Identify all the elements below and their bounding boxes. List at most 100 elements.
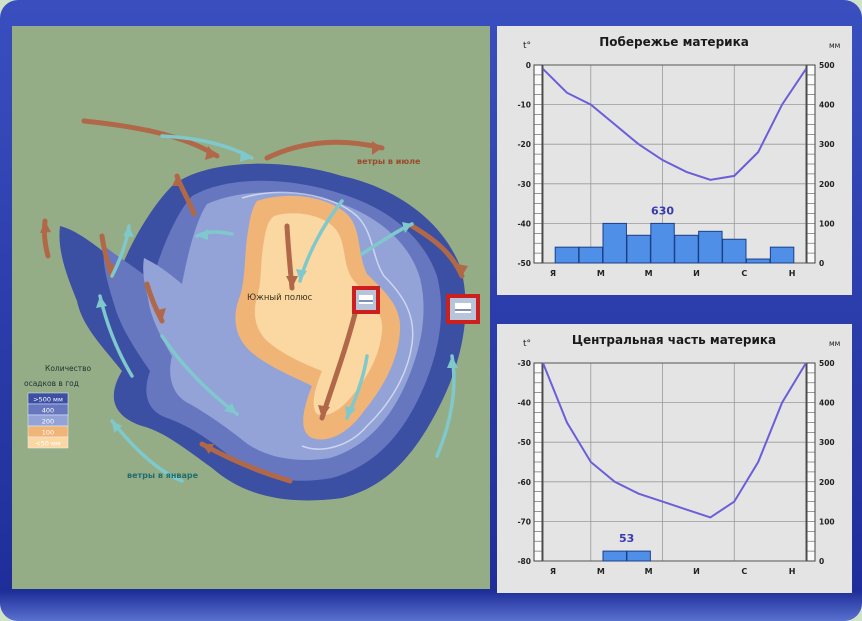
january-wind-heads: [96, 150, 458, 433]
y-left-label: t°: [523, 41, 531, 51]
y-left-tick-label: -70: [517, 517, 531, 526]
y-right-tick-label: 0: [819, 259, 824, 268]
temperature-line: [542, 68, 807, 181]
chart-title: Побережье материка: [599, 35, 749, 49]
arrowhead: [447, 356, 458, 368]
south-pole-label: Южный полюс: [247, 293, 313, 303]
y-left-tick-label: -80: [517, 557, 531, 566]
arrowhead: [296, 269, 307, 281]
month-label: М: [645, 269, 653, 278]
precipitation-total-label: 53: [619, 532, 634, 545]
july-wind-arrow: [81, 118, 220, 159]
antarctica-map-panel: Южный полюс ветры в июле ветры в январе …: [12, 26, 490, 589]
month-label: Н: [789, 567, 796, 576]
legend-label: >500 мм: [33, 396, 63, 404]
january-wind-arrow: [160, 334, 239, 416]
y-left-label: t°: [523, 339, 531, 349]
chart-interior-svg: Центральная часть материка t° мм -30 -40 -50 -…: [497, 324, 852, 593]
month-label: Я: [550, 567, 556, 576]
y-right-tick-label: 0: [819, 557, 824, 566]
arrowhead: [286, 276, 298, 288]
precipitation-bar: [554, 246, 580, 264]
y-left-tick-label: -20: [517, 140, 531, 149]
plateau-outline: [241, 191, 414, 450]
precipitation-bar: [578, 246, 604, 264]
july-wind-arrow: [319, 303, 360, 421]
winds-january-label: ветры в январе: [127, 471, 199, 480]
arrowhead: [318, 405, 330, 418]
y-left-tick-label: -40: [517, 399, 531, 408]
y-left-tick-label: -30: [517, 359, 531, 368]
arrowhead: [345, 406, 356, 418]
arrowhead: [224, 403, 237, 414]
arrowhead: [40, 221, 51, 233]
y-left-tick-label: -40: [517, 219, 531, 228]
y-right-tick-label: 400: [819, 399, 835, 408]
y-right-tick-label: 200: [819, 478, 835, 487]
arrowhead: [106, 264, 116, 276]
y-right-tick-label: 400: [819, 101, 835, 110]
month-label: М: [597, 269, 605, 278]
arrowhead: [123, 226, 134, 237]
y-left-tick-label: -50: [517, 259, 531, 268]
frame-glow: [0, 591, 862, 621]
precipitation-bar: [602, 222, 627, 264]
y-right-label: мм: [829, 41, 840, 50]
month-label: С: [741, 567, 747, 576]
precipitation-bar: [722, 238, 747, 264]
arrowhead: [202, 444, 214, 454]
chart-coast-svg: Побережье материка t° мм 0 -10 -20 -30 -40 -50 50…: [497, 26, 852, 295]
month-label: М: [645, 567, 653, 576]
station-marker-coast[interactable]: [446, 294, 480, 324]
legend-label: 200: [42, 418, 54, 426]
y-right-tick-label: 100: [819, 219, 835, 228]
july-wind-arrow: [264, 139, 385, 161]
month-label: И: [693, 269, 700, 278]
legend-title-line2: осадков в год: [24, 379, 79, 388]
arrowhead: [457, 264, 468, 276]
july-wind-arrow: [409, 223, 465, 279]
legend-title-line1: Количество: [45, 364, 92, 373]
y-right-label: мм: [829, 339, 840, 348]
chart-background: [497, 324, 852, 593]
month-label: Я: [550, 269, 556, 278]
y-left-tick-label: -60: [517, 478, 531, 487]
precipitation-bar: [698, 230, 723, 264]
precipitation-bar: [626, 550, 651, 562]
y-left-tick-label: -50: [517, 438, 531, 447]
y-right-tick-label: 100: [819, 517, 835, 526]
legend-items: >500 мм 400 200 100 <50 мм: [27, 392, 69, 449]
chart-title: Центральная часть материка: [572, 333, 776, 347]
y-left-tick-label: -10: [517, 101, 531, 110]
arrowhead: [372, 141, 382, 155]
y-right-tick-label: 300: [819, 140, 835, 149]
chart-coast: Побережье материка t° мм 0 -10 -20 -30 -40 -50 50…: [497, 26, 852, 295]
precipitation-bar: [769, 246, 795, 264]
arrowhead: [402, 222, 412, 233]
antarctica-map: Южный полюс ветры в июле ветры в январе …: [24, 118, 480, 501]
month-label: С: [741, 269, 747, 278]
legend-swatch: [27, 436, 69, 449]
arrowhead: [112, 421, 122, 433]
precipitation-legend: Количество осадков в год >500 мм 400 200 10…: [24, 364, 92, 449]
zone-under-50: [254, 213, 383, 416]
y-right-tick-label: 200: [819, 180, 835, 189]
precipitation-bar: [674, 234, 699, 264]
chart-interior: Центральная часть материка t° мм -30 -40 -50 -…: [497, 324, 852, 593]
y-right-tick-label: 500: [819, 359, 835, 368]
precipitation-bar: [745, 258, 771, 264]
station-marker-inland[interactable]: [352, 286, 380, 314]
plot-area: [542, 362, 807, 562]
y-right-tick-label: 500: [819, 61, 835, 70]
precipitation-bar: [602, 550, 627, 562]
arrowhead: [205, 146, 217, 160]
month-label: М: [597, 567, 605, 576]
month-label: Н: [789, 269, 796, 278]
arrowhead: [96, 296, 107, 308]
precipitation-bar: [626, 234, 651, 264]
arrowhead: [154, 308, 166, 321]
y-left-tick-label: -30: [517, 180, 531, 189]
precipitation-bar: [650, 222, 675, 264]
legend-label: 100: [42, 429, 54, 437]
